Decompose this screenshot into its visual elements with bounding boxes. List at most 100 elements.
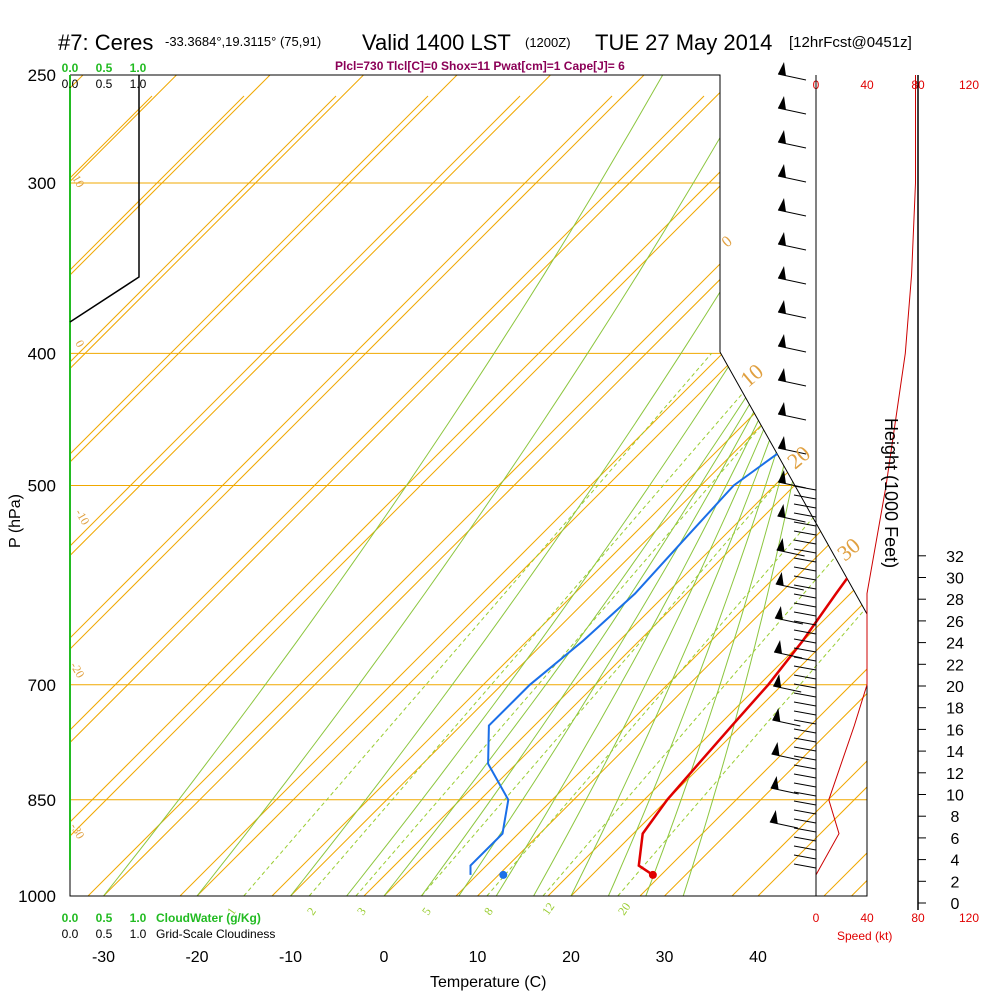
wind-barb — [793, 782, 817, 788]
height-tick-label: 32 — [946, 549, 964, 566]
wind-barb — [793, 737, 817, 743]
moist-adiabat-line — [196, 75, 757, 896]
isotherm-line — [70, 75, 832, 896]
height-tick-label: 30 — [946, 571, 964, 588]
cloudiness-tick-bottom: 1.0 — [130, 927, 147, 941]
height-tick-label: 12 — [946, 766, 964, 783]
speed-scale-bottom: 0 40 80 120 — [813, 911, 980, 925]
wind-barb-pennant — [769, 810, 778, 824]
speed-tick-top: 40 — [860, 78, 874, 92]
dry-adiabat-line — [70, 95, 613, 896]
theta-label: 10 — [69, 173, 87, 190]
cloudwater-tick-top: 0.0 — [62, 61, 79, 75]
wind-barb — [793, 809, 817, 815]
wind-barb — [793, 836, 817, 842]
isotherm-line — [70, 75, 551, 896]
dry-adiabat-line — [70, 95, 521, 896]
wind-barb-pennant — [778, 232, 786, 246]
wind-barb-pennant — [777, 504, 786, 518]
isotherm-line — [70, 75, 645, 896]
height-tick-label: 2 — [951, 874, 960, 891]
wind-barb — [793, 620, 817, 626]
thermo-grid — [70, 75, 867, 896]
pressure-tick-label: 700 — [28, 676, 56, 695]
dry-adiabat-line — [70, 95, 337, 896]
pressure-tick-label: 250 — [28, 66, 56, 85]
moist-adiabat-line — [103, 75, 664, 896]
wind-barb — [793, 530, 817, 536]
wind-barb — [793, 611, 817, 617]
dry-adiabat-line — [547, 95, 867, 896]
mixing-ratio-line — [243, 352, 712, 896]
wind-barb — [793, 710, 817, 716]
wind-barb — [793, 728, 817, 734]
cloudwater-tick-top: 0.5 — [96, 61, 113, 75]
temperature-tick-label: -20 — [185, 949, 208, 966]
wind-speed-profile — [815, 75, 916, 876]
wind-barb-pennant — [778, 266, 786, 280]
wind-barb-pennant — [778, 436, 786, 450]
mixing-ratio-line — [421, 352, 867, 896]
cloudiness-tick-bottom: 0.0 — [62, 927, 79, 941]
height-tick-label: 28 — [946, 592, 964, 609]
wind-barb — [793, 521, 817, 527]
wind-barb — [793, 701, 817, 707]
wind-barb — [793, 503, 817, 509]
wind-barb-pennant — [778, 198, 786, 212]
cloudwater-scale-top: 0.0 0.0 0.5 0.5 1.0 1.0 — [62, 61, 147, 91]
wind-barb — [793, 485, 817, 491]
dry-adiabat-line — [731, 95, 867, 896]
wind-barb — [793, 863, 817, 869]
speed-tick-bottom: 120 — [959, 911, 979, 925]
cloudiness-profile — [69, 75, 140, 323]
height-tick-label: 20 — [946, 679, 964, 696]
cloudiness-label: Grid-Scale Cloudiness — [156, 927, 275, 941]
temperature-tick-label: 30 — [656, 949, 674, 966]
utc-time: (1200Z) — [525, 35, 571, 50]
wind-barb — [793, 557, 817, 563]
wind-barb — [793, 584, 817, 590]
dewpoint-line — [469, 75, 867, 875]
dry-adiabat-line — [70, 95, 705, 896]
sounding-series — [469, 75, 867, 876]
isotherm-line — [70, 75, 271, 896]
dewpoint-surface-marker — [499, 870, 508, 879]
speed-tick-bottom: 40 — [860, 911, 874, 925]
indices-line: Plcl=730 Tlcl[C]=0 Shox=11 Pwat[cm]=1 Ca… — [335, 59, 625, 73]
isotherm-line — [570, 75, 867, 896]
wind-barb — [793, 575, 817, 581]
isotherm-line — [477, 75, 867, 896]
temperature-tick-label: 0 — [380, 949, 389, 966]
mixing-ratio-line — [308, 352, 778, 896]
dry-adiabat-line — [363, 95, 867, 896]
wind-barb-pennant — [778, 470, 786, 484]
cloudiness-tick-bottom: 0.5 — [96, 927, 113, 941]
wind-barb-pennant — [778, 62, 786, 76]
wind-barb — [793, 746, 817, 752]
station-coords: -33.3684°,19.3115° (75,91) — [165, 34, 321, 49]
wind-barb-pennant — [778, 402, 786, 416]
wind-barb — [793, 674, 817, 680]
wind-barb — [793, 755, 817, 761]
wind-barb — [793, 773, 817, 779]
isotherm-line — [290, 75, 867, 896]
pressure-tick-label: 400 — [28, 344, 56, 363]
dry-adiabat-line — [639, 95, 867, 896]
height-tick-label: 0 — [951, 896, 960, 913]
valid-time: Valid 1400 LST — [362, 30, 511, 55]
wind-barb-pennant — [778, 130, 786, 144]
dry-adiabat-line — [70, 95, 245, 896]
wind-barb — [793, 845, 817, 851]
wind-barb-pennant — [778, 164, 786, 178]
forecast-date: TUE 27 May 2014 — [595, 30, 772, 55]
dry-adiabat-line — [87, 95, 867, 896]
height-tick-label: 10 — [946, 788, 964, 805]
wind-barb-pennant — [776, 538, 785, 552]
wind-barb-pennant — [770, 776, 779, 790]
height-tick-label: 26 — [946, 614, 964, 631]
temperature-tick-label: -30 — [92, 949, 115, 966]
wind-barb — [793, 512, 817, 518]
